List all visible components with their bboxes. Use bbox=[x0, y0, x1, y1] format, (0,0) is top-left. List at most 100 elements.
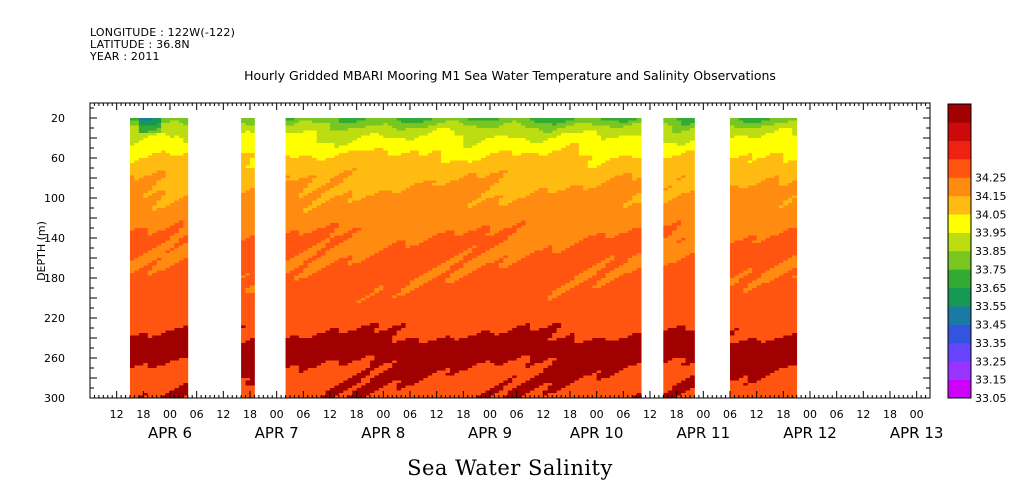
heatmap-cell bbox=[361, 310, 366, 314]
heatmap-cell bbox=[303, 308, 309, 311]
heatmap-cell bbox=[356, 255, 362, 259]
heatmap-cell bbox=[294, 240, 300, 244]
heatmap-cell bbox=[330, 388, 335, 391]
heatmap-cell bbox=[334, 248, 340, 251]
heatmap-cell bbox=[245, 240, 251, 244]
heatmap-cell bbox=[374, 358, 380, 361]
heatmap-cell bbox=[143, 383, 149, 386]
heatmap-cell bbox=[138, 268, 144, 271]
heatmap-cell bbox=[147, 363, 153, 366]
heatmap-cell bbox=[303, 118, 309, 121]
heatmap-cell bbox=[134, 305, 140, 309]
heatmap-cell bbox=[356, 273, 362, 276]
heatmap-cell bbox=[356, 388, 362, 391]
heatmap-cell bbox=[303, 310, 309, 314]
heatmap-cell bbox=[312, 120, 318, 124]
heatmap-cell bbox=[383, 395, 389, 399]
heatmap-cell bbox=[143, 270, 149, 274]
heatmap-cell bbox=[303, 220, 309, 224]
heatmap-cell bbox=[298, 328, 304, 331]
heatmap-cell bbox=[130, 168, 135, 171]
heatmap-cell bbox=[143, 158, 149, 161]
heatmap-cell bbox=[374, 118, 380, 121]
heatmap-cell bbox=[303, 208, 309, 211]
heatmap-cell bbox=[298, 148, 304, 151]
heatmap-cell bbox=[183, 310, 189, 314]
heatmap-cell bbox=[170, 270, 175, 274]
heatmap-cell bbox=[410, 243, 415, 246]
heatmap-cell bbox=[174, 208, 180, 211]
heatmap-cell bbox=[396, 150, 402, 154]
heatmap-cell bbox=[321, 120, 326, 124]
heatmap-cell bbox=[321, 248, 326, 251]
heatmap-cell bbox=[134, 118, 140, 121]
heatmap-cell bbox=[343, 245, 349, 249]
heatmap-cell bbox=[294, 120, 300, 124]
heatmap-cell bbox=[352, 253, 358, 256]
heatmap-cell bbox=[294, 325, 300, 329]
heatmap-cell bbox=[294, 253, 300, 256]
heatmap-cell bbox=[325, 350, 331, 354]
heatmap-cell bbox=[330, 225, 335, 229]
heatmap-cell bbox=[396, 355, 402, 359]
heatmap-cell bbox=[143, 260, 149, 264]
heatmap-cell bbox=[152, 240, 158, 244]
heatmap-cell bbox=[347, 120, 353, 124]
heatmap-cell bbox=[383, 180, 389, 184]
heatmap-cell bbox=[370, 225, 375, 229]
heatmap-cell bbox=[165, 395, 171, 399]
heatmap-cell bbox=[378, 210, 384, 214]
heatmap-cell bbox=[303, 165, 309, 169]
heatmap-cell bbox=[152, 280, 158, 284]
heatmap-cell bbox=[356, 155, 362, 159]
heatmap-cell bbox=[245, 175, 251, 179]
heatmap-cell bbox=[343, 160, 349, 164]
heatmap-cell bbox=[374, 193, 380, 196]
heatmap-cell bbox=[387, 373, 393, 376]
heatmap-cell bbox=[250, 178, 255, 181]
heatmap-cell bbox=[405, 183, 411, 186]
heatmap-cell bbox=[134, 160, 140, 164]
heatmap-cell bbox=[316, 158, 322, 161]
heatmap-cell bbox=[285, 335, 291, 339]
heatmap-cell bbox=[178, 285, 184, 289]
heatmap-cell bbox=[134, 260, 140, 264]
heatmap-cell bbox=[143, 230, 149, 234]
heatmap-cell bbox=[343, 300, 349, 304]
heatmap-cell bbox=[321, 208, 326, 211]
heatmap-cell bbox=[170, 198, 175, 201]
heatmap-cell bbox=[405, 138, 411, 141]
heatmap-cell bbox=[241, 343, 246, 346]
heatmap-cell bbox=[325, 220, 331, 224]
heatmap-cell bbox=[334, 313, 340, 316]
heatmap-cell bbox=[156, 230, 162, 234]
heatmap-cell bbox=[152, 335, 158, 339]
heatmap-cell bbox=[392, 203, 398, 206]
heatmap-cell bbox=[401, 270, 406, 274]
heatmap-cell bbox=[343, 328, 349, 331]
heatmap-cell bbox=[143, 203, 149, 206]
heatmap-cell bbox=[134, 265, 140, 269]
heatmap-cell bbox=[130, 230, 135, 234]
heatmap-cell bbox=[183, 383, 189, 386]
heatmap-cell bbox=[383, 288, 389, 291]
heatmap-cell bbox=[361, 303, 366, 306]
heatmap-cell bbox=[134, 150, 140, 154]
heatmap-cell bbox=[338, 370, 344, 374]
heatmap-cell bbox=[130, 173, 135, 176]
heatmap-cell bbox=[156, 315, 162, 319]
heatmap-cell bbox=[312, 235, 318, 239]
heatmap-cell bbox=[383, 310, 389, 314]
heatmap-cell bbox=[361, 150, 366, 154]
heatmap-cell bbox=[143, 283, 149, 286]
heatmap-cell bbox=[178, 358, 184, 361]
heatmap-cell bbox=[170, 315, 175, 319]
heatmap-cell bbox=[405, 135, 411, 139]
heatmap-cell bbox=[370, 245, 375, 249]
heatmap-cell bbox=[134, 120, 140, 124]
heatmap-cell bbox=[152, 138, 158, 141]
heatmap-cell bbox=[294, 130, 300, 134]
heatmap-cell bbox=[183, 343, 189, 346]
heatmap-cell bbox=[285, 248, 291, 251]
heatmap-cell bbox=[401, 203, 406, 206]
